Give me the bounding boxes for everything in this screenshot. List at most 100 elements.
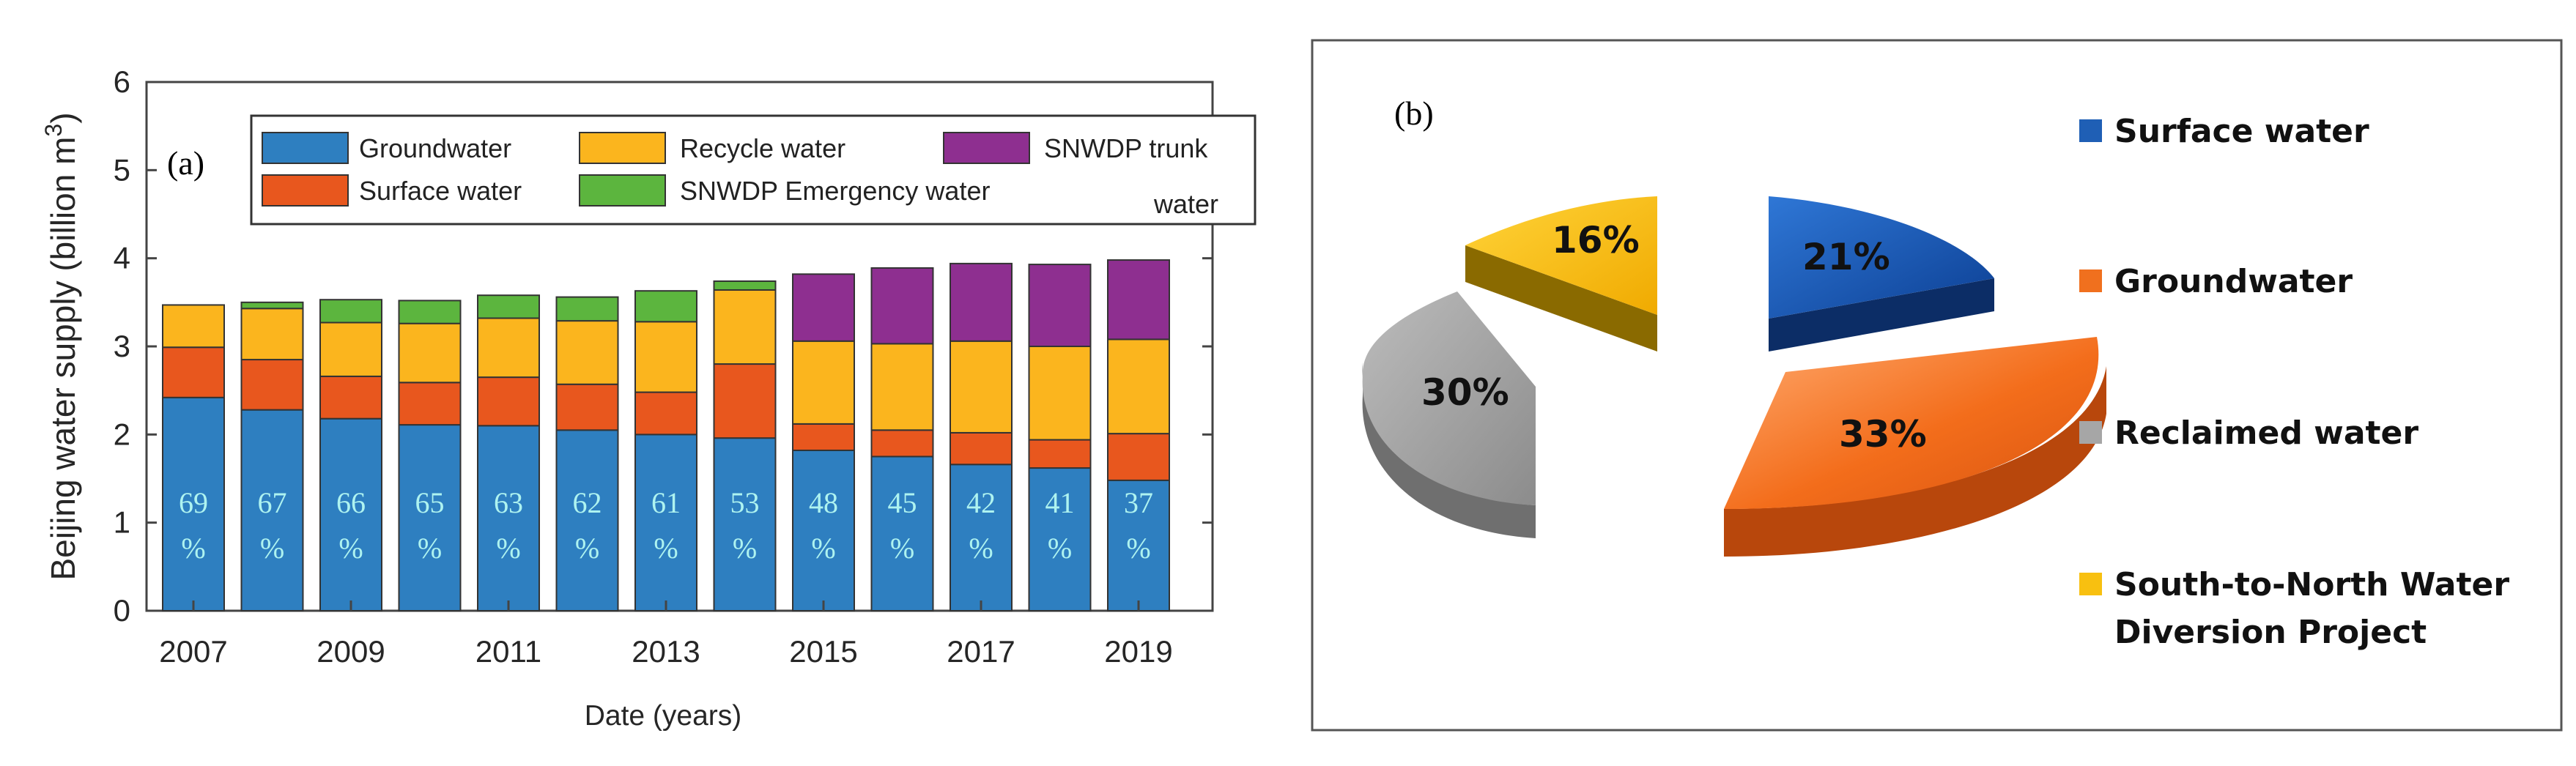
legend-label-snwdp-trunk: SNWDP trunk <box>1044 133 1208 163</box>
bar-segment-surface-water-2015 <box>792 423 855 451</box>
bar-annotation-number-2016: 45 <box>888 486 917 519</box>
bar-segment-groundwater-2012 <box>555 429 619 611</box>
pie-slice-surface-water <box>1769 196 1994 352</box>
bar-segment-surface-water-2016 <box>870 429 934 458</box>
legend-label-groundwater: Groundwater <box>359 133 511 163</box>
bar-segment-snwdp-trunk-water-2018 <box>1028 264 1092 347</box>
bar-segment-groundwater-2010 <box>398 424 462 612</box>
bar-annotation-percent-2012: % <box>575 532 599 565</box>
slice-top-surface-water <box>1769 196 1994 319</box>
bar-annotation-number-2008: 67 <box>258 486 287 519</box>
bar-segment-surface-water-2013 <box>634 391 697 436</box>
bar-annotation-number-2012: 62 <box>573 486 602 519</box>
bar-annotation-percent-2009: % <box>338 532 363 565</box>
bar-segment-surface-water-2017 <box>950 431 1013 466</box>
bars-group <box>162 259 1170 612</box>
slice-side-surface-water <box>1769 278 1994 352</box>
x-tick-label-2011: 2011 <box>475 634 541 669</box>
pie-slice-south-to-north <box>1465 196 1657 352</box>
y-tick-label-1: 1 <box>114 505 130 540</box>
legend-label-snwdp-trunk-line2: water <box>1153 189 1218 219</box>
bar-segment-snwdp-trunk-water-2017 <box>950 262 1013 342</box>
bar-annotation-percent-2007: % <box>181 532 205 565</box>
bar-segment-recycle-water-2010 <box>398 322 462 384</box>
legend-frame <box>250 114 1256 226</box>
legend-swatch-snwdp-emergency <box>579 174 666 207</box>
pie-label-surface-water: 21% <box>1802 236 1890 278</box>
bar-segment-recycle-water-2015 <box>792 340 855 425</box>
legend-b-label-groundwater: Groundwater <box>2114 263 2353 300</box>
bar-segment-snwdp-emergency-water-2014 <box>713 280 777 291</box>
bar-segment-recycle-water-2017 <box>950 340 1013 434</box>
legend-b-swatch-south-to-north <box>2079 573 2102 595</box>
legend-b-label-surface-water: Surface water <box>2114 113 2369 150</box>
bar-segment-snwdp-trunk-water-2019 <box>1107 259 1170 341</box>
slice-top-reclaimed <box>1362 291 1536 505</box>
x-tick-label-2013: 2013 <box>632 634 700 669</box>
bar-segment-groundwater-2016 <box>870 455 934 612</box>
x-tick-label-2007: 2007 <box>159 634 227 669</box>
bar-annotation-number-2010: 65 <box>415 486 445 519</box>
bar-annotation-percent-2008: % <box>260 532 284 565</box>
bar-segment-snwdp-trunk-water-2015 <box>792 273 855 342</box>
bar-annotation-percent-2019: % <box>1126 532 1150 565</box>
panel-label-b: (b) <box>1394 94 1434 132</box>
bar-annotation-number-2013: 61 <box>651 486 681 519</box>
x-axis-ticks: 2007 2009 2011 2013 2015 2017 2019 <box>159 600 1173 669</box>
bar-annotation-number-2017: 42 <box>966 486 996 519</box>
bar-annotations-group: 69% 67% 66% 65% 63% 62% 61% 53% 48% 45% 42% 41% 37% <box>179 486 1153 565</box>
stacked-bar-chart: 69%67%66%65%63%62%61%53%48%45%42%41%37% … <box>40 64 1256 732</box>
x-tick-label-2017: 2017 <box>947 634 1015 669</box>
bar-annotation-number-2007: 69 <box>179 486 208 519</box>
pie-label-reclaimed-water: 30% <box>1421 371 1509 414</box>
x-axis-label: Date (years) <box>585 700 742 732</box>
bar-segment-groundwater-2009 <box>319 417 382 611</box>
slice-top-south-to-north <box>1465 196 1657 315</box>
bar-segment-surface-water-2011 <box>477 376 540 427</box>
bar-segment-recycle-water-2019 <box>1107 338 1170 435</box>
legend-swatch-surface-water <box>262 174 349 207</box>
bar-segment-surface-water-2012 <box>555 383 619 431</box>
bar-annotation-percent-2017: % <box>969 532 993 565</box>
legend-swatch-snwdp-trunk <box>943 132 1030 164</box>
bar-segment-snwdp-emergency-water-2008 <box>240 301 304 310</box>
x-tick-label-2009: 2009 <box>317 634 385 669</box>
bar-annotation-number-2011: 63 <box>494 486 523 519</box>
y-tick-label-4: 4 <box>114 241 130 275</box>
pie-label-south-to-north: 16% <box>1552 219 1640 261</box>
bar-segment-surface-water-2007 <box>162 346 225 398</box>
bar-segment-groundwater-2007 <box>162 396 225 611</box>
bar-segment-surface-water-2008 <box>240 359 304 411</box>
bar-segment-groundwater-2011 <box>477 425 540 611</box>
legend-label-snwdp-emergency: SNWDP Emergency water <box>680 176 990 206</box>
bar-annotation-percent-2014: % <box>733 532 757 565</box>
bar-segment-snwdp-trunk-water-2016 <box>870 267 934 345</box>
x-tick-label-2015: 2015 <box>789 634 857 669</box>
bar-segment-surface-water-2010 <box>398 382 462 426</box>
y-tick-label-6: 6 <box>114 64 130 99</box>
slice-side-groundwater <box>1724 366 2106 557</box>
legend-b-swatch-groundwater <box>2079 269 2102 292</box>
bar-segment-groundwater-2017 <box>950 464 1013 611</box>
legend-b-label-reclaimed-water: Reclaimed water <box>2114 414 2418 452</box>
bar-annotation-percent-2016: % <box>890 532 914 565</box>
slice-side-south-to-north <box>1465 245 1657 352</box>
bar-segment-groundwater-2019 <box>1107 479 1170 612</box>
legend-b-swatch-reclaimed-water <box>2079 421 2102 444</box>
legend-a: Groundwater Recycle water SNWDP trunk wa… <box>250 114 1256 226</box>
bar-segment-groundwater-2013 <box>634 434 697 611</box>
panel-label-a: (a) <box>167 144 204 182</box>
bar-segment-surface-water-2018 <box>1028 439 1092 469</box>
bar-annotation-number-2019: 37 <box>1124 486 1153 519</box>
bar-segment-surface-water-2014 <box>713 363 777 439</box>
bar-segment-recycle-water-2013 <box>634 321 697 393</box>
bar-segment-snwdp-emergency-water-2011 <box>477 294 540 319</box>
bar-segment-recycle-water-2008 <box>240 308 304 361</box>
slice-top-groundwater <box>1724 337 2099 509</box>
legend-label-recycle-water: Recycle water <box>680 133 845 163</box>
bar-segment-recycle-water-2016 <box>870 343 934 431</box>
bar-segment-recycle-water-2018 <box>1028 346 1092 441</box>
bar-annotation-percent-2010: % <box>418 532 442 565</box>
